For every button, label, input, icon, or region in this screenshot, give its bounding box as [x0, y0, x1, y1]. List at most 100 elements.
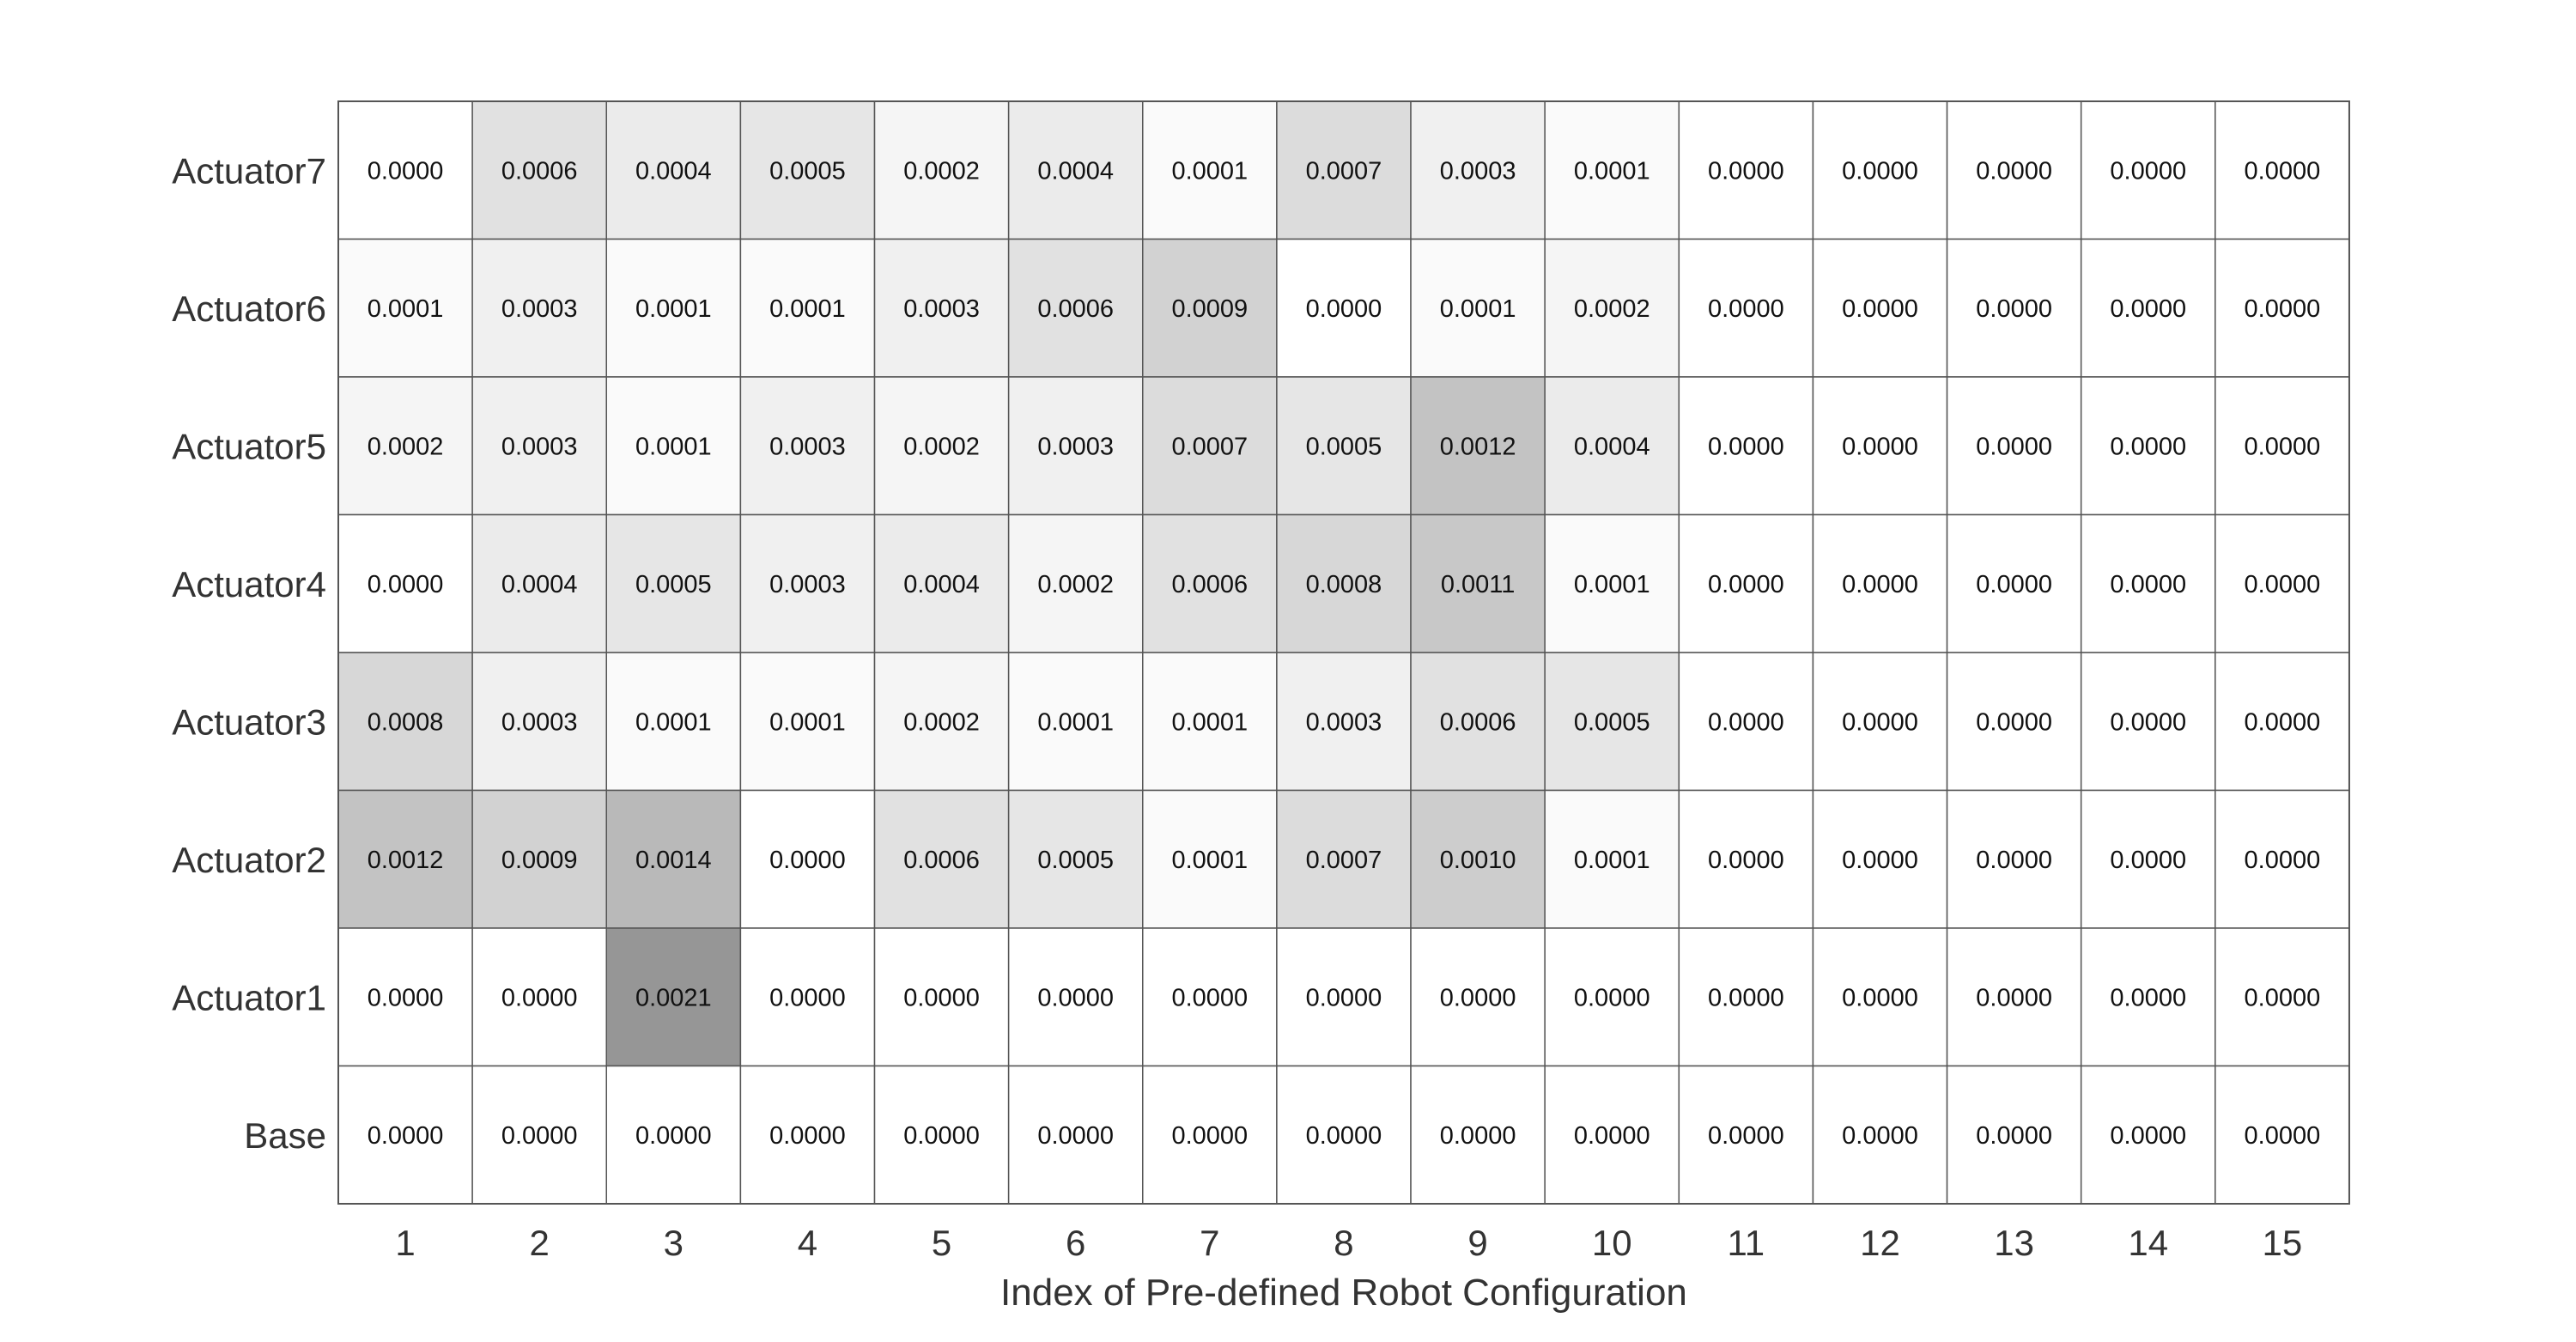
- y-tick-label: Actuator3: [172, 701, 326, 742]
- heatmap-cell: [471, 100, 608, 240]
- y-tick-label: Actuator4: [172, 564, 326, 604]
- heatmap-cell: [1544, 238, 1680, 378]
- heatmap-cell: [739, 100, 876, 240]
- heatmap-cell: [1544, 1065, 1680, 1205]
- heatmap-cell: [605, 789, 742, 929]
- heatmap-cell-labels: 0.0000 0.0006 0.0004 0.0005 0.0002 0.0004 0.00…: [368, 157, 2321, 1150]
- cell-value-label: 0.0000: [2110, 157, 2186, 185]
- cell-value-label: 0.0000: [903, 984, 980, 1011]
- cell-value-label: 0.0000: [1976, 847, 2052, 874]
- heatmap-cell: [1678, 513, 1814, 653]
- cell-value-label: 0.0000: [1708, 571, 1784, 598]
- heatmap-cell: [1007, 100, 1144, 240]
- heatmap-cell: [1276, 100, 1412, 240]
- cell-value-label: 0.0000: [1842, 984, 1918, 1011]
- heatmap-cell: [605, 1065, 742, 1205]
- cell-value-label: 0.0001: [1440, 295, 1516, 323]
- heatmap-cell: [605, 513, 742, 653]
- cell-value-label: 0.0004: [501, 571, 578, 598]
- heatmap-cell: [2215, 1065, 2350, 1205]
- cell-value-label: 0.0005: [635, 571, 712, 598]
- cell-value-label: 0.0006: [1440, 708, 1516, 736]
- cell-value-label: 0.0000: [635, 1122, 712, 1150]
- heatmap-cell: [1812, 100, 1948, 240]
- heatmap-cell: [1276, 376, 1412, 516]
- heatmap-cell: [1946, 238, 2082, 378]
- heatmap-cell: [1276, 1065, 1412, 1205]
- heatmap-cell: [2215, 100, 2350, 240]
- heatmap-cell: [471, 238, 608, 378]
- cell-value-label: 0.0001: [1574, 847, 1650, 874]
- heatmap-cell: [1946, 652, 2082, 792]
- cell-value-label: 0.0012: [1440, 433, 1516, 460]
- cell-value-label: 0.0000: [2245, 157, 2321, 185]
- heatmap-cell: [873, 238, 1010, 378]
- cell-value-label: 0.0003: [1306, 708, 1382, 736]
- y-tick-label: Actuator6: [172, 288, 326, 329]
- heatmap-cell: [2215, 652, 2350, 792]
- cell-value-label: 0.0003: [501, 433, 578, 460]
- cell-value-label: 0.0000: [368, 984, 444, 1011]
- cell-value-label: 0.0005: [769, 157, 846, 185]
- cell-value-label: 0.0000: [1708, 157, 1784, 185]
- heatmap-cell: [1410, 789, 1546, 929]
- cell-value-label: 0.0000: [769, 984, 846, 1011]
- heatmap-cell: [1410, 927, 1546, 1067]
- y-tick-label: Actuator1: [172, 977, 326, 1017]
- heatmap-cell: [471, 1065, 608, 1205]
- cell-value-label: 0.0000: [368, 157, 444, 185]
- heatmap-cell: [2080, 513, 2216, 653]
- cell-value-label: 0.0000: [2110, 433, 2186, 460]
- x-tick-label: 14: [2128, 1223, 2168, 1263]
- y-tick-label: Base: [244, 1115, 326, 1156]
- heatmap-cells: [337, 100, 2350, 1205]
- heatmap-cell: [337, 1065, 473, 1205]
- heatmap-cell: [1678, 1065, 1814, 1205]
- cell-value-label: 0.0000: [2245, 708, 2321, 736]
- heatmap-cell: [1007, 789, 1144, 929]
- x-tick-label: 9: [1467, 1223, 1487, 1263]
- heatmap-cell: [739, 238, 876, 378]
- y-axis-tick-labels: Actuator7 Actuator6 Actuator5 Actuator4 Actu…: [172, 150, 326, 1156]
- heatmap-cell: [337, 927, 473, 1067]
- heatmap-cell: [2215, 927, 2350, 1067]
- heatmap-cell: [471, 927, 608, 1067]
- heatmap-cell: [605, 238, 742, 378]
- heatmap-cell: [1276, 238, 1412, 378]
- cell-value-label: 0.0007: [1171, 433, 1248, 460]
- cell-value-label: 0.0003: [1440, 157, 1516, 185]
- x-tick-label: 5: [932, 1223, 951, 1263]
- cell-value-label: 0.0012: [368, 847, 444, 874]
- heatmap-cell: [873, 513, 1010, 653]
- heatmap-cell: [1142, 376, 1278, 516]
- cell-value-label: 0.0000: [1574, 1122, 1650, 1150]
- heatmap-cell: [1544, 927, 1680, 1067]
- heatmap-cell: [1276, 652, 1412, 792]
- cell-value-label: 0.0000: [2110, 984, 2186, 1011]
- cell-value-label: 0.0002: [903, 157, 980, 185]
- cell-value-label: 0.0000: [1708, 1122, 1784, 1150]
- cell-value-label: 0.0000: [2245, 984, 2321, 1011]
- cell-value-label: 0.0000: [1842, 847, 1918, 874]
- x-tick-label: 2: [530, 1223, 550, 1263]
- cell-value-label: 0.0000: [2110, 571, 2186, 598]
- cell-value-label: 0.0005: [1306, 433, 1382, 460]
- x-tick-label: 8: [1334, 1223, 1353, 1263]
- cell-value-label: 0.0000: [2110, 847, 2186, 874]
- cell-value-label: 0.0000: [1976, 157, 2052, 185]
- heatmap-cell: [873, 927, 1010, 1067]
- cell-value-label: 0.0000: [1708, 708, 1784, 736]
- heatmap-cell: [471, 789, 608, 929]
- x-tick-label: 7: [1200, 1223, 1219, 1263]
- heatmap-cell: [2080, 238, 2216, 378]
- y-tick-label: Actuator7: [172, 150, 326, 191]
- heatmap-cell: [1544, 513, 1680, 653]
- cell-value-label: 0.0000: [1171, 1122, 1248, 1150]
- cell-value-label: 0.0000: [1976, 708, 2052, 736]
- cell-value-label: 0.0004: [903, 571, 980, 598]
- heatmap-cell: [1276, 513, 1412, 653]
- heatmap-cell: [1812, 376, 1948, 516]
- y-tick-label: Actuator5: [172, 426, 326, 466]
- cell-value-label: 0.0003: [769, 571, 846, 598]
